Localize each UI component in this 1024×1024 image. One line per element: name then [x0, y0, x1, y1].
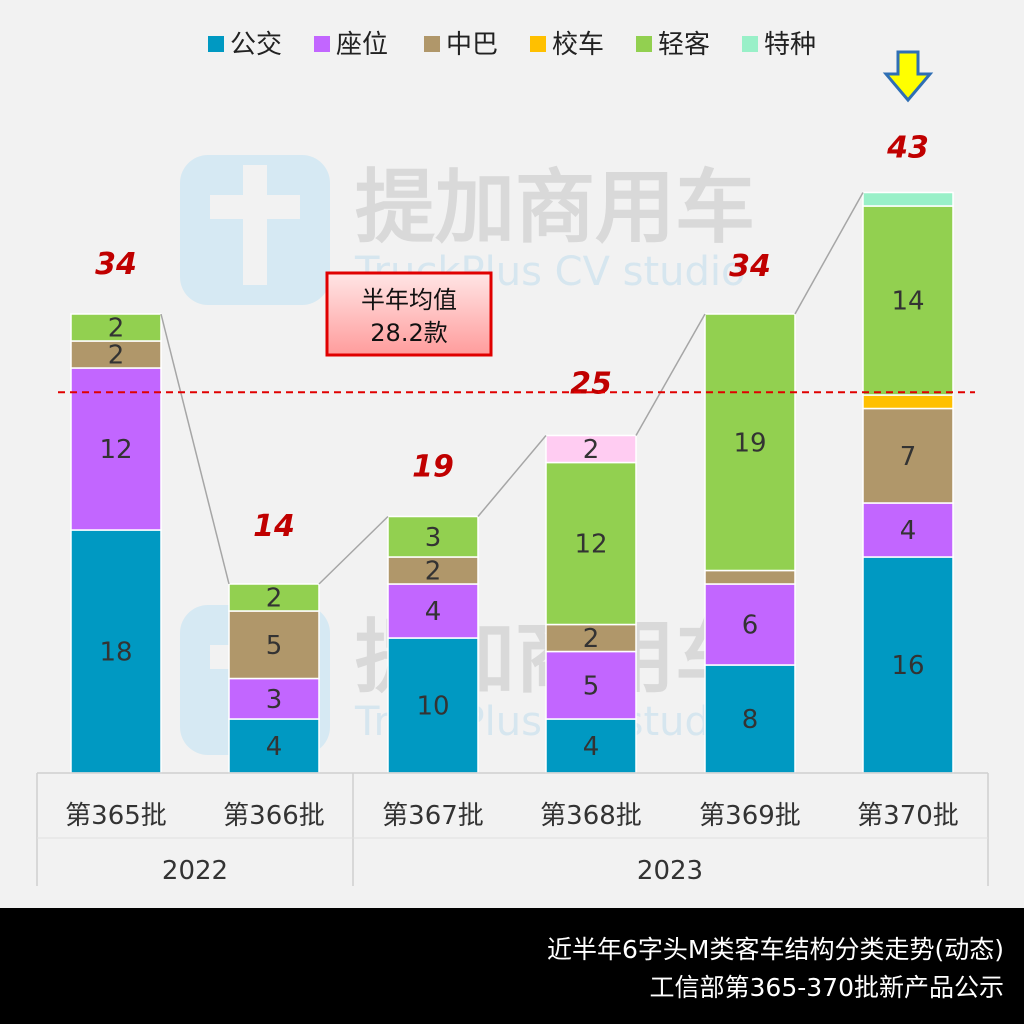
- segment-label: 3: [266, 685, 283, 715]
- bar-segment: [545, 434, 637, 464]
- bar-segment: [70, 529, 162, 774]
- bar-segment: [704, 313, 796, 572]
- x-group-label: 2023: [637, 856, 703, 886]
- legend-label: 特种: [764, 30, 816, 60]
- x-tick-label: 第365批: [65, 801, 167, 831]
- segment-label: 2: [266, 584, 283, 614]
- x-tick-label: 第369批: [699, 801, 801, 831]
- legend-swatch: [636, 36, 652, 52]
- legend-swatch: [424, 36, 440, 52]
- legend-swatch: [208, 36, 224, 52]
- segment-label: 19: [733, 428, 766, 458]
- watermark-logo-icon: [243, 165, 267, 285]
- segment-label: 7: [900, 442, 917, 472]
- bar-segment: [545, 650, 637, 720]
- segment-label: 12: [574, 530, 607, 560]
- segment-label: 14: [891, 287, 924, 317]
- trend-connector: [794, 192, 864, 315]
- legend-label: 中巴: [446, 30, 498, 60]
- legend-label: 座位: [336, 30, 388, 60]
- total-label: 34: [95, 247, 137, 282]
- bar-segment: [228, 718, 320, 774]
- x-tick-label: 第366批: [223, 801, 325, 831]
- legend-swatch: [530, 36, 546, 52]
- segment-label: 18: [99, 638, 132, 668]
- total-label: 19: [412, 450, 454, 485]
- bar-segment: [704, 569, 796, 585]
- total-label: 25: [570, 367, 612, 402]
- segment-label: 4: [266, 732, 283, 762]
- bar-segment: [704, 664, 796, 774]
- bar-segment: [545, 461, 637, 626]
- bar-segment: [862, 191, 954, 207]
- bar-segment: [387, 515, 479, 558]
- footer-subtitle: 工信部第365-370批新产品公示: [649, 973, 1004, 1002]
- segment-label: 2: [108, 341, 125, 371]
- total-label: 14: [253, 509, 295, 544]
- x-tick-label: 第367批: [382, 801, 484, 831]
- segment-label: 2: [583, 624, 600, 654]
- bar-segment: [862, 556, 954, 774]
- x-group-label: 2022: [162, 856, 228, 886]
- segment-label: 2: [583, 435, 600, 465]
- bar-segment: [545, 718, 637, 774]
- legend-swatch: [314, 36, 330, 52]
- segment-label: 16: [891, 651, 924, 681]
- trend-connector: [635, 313, 706, 436]
- total-label: 43: [886, 131, 929, 166]
- legend-swatch: [742, 36, 758, 52]
- x-tick-label: 第368批: [540, 801, 642, 831]
- average-callout: [325, 271, 493, 357]
- bar-segment: [70, 367, 162, 531]
- legend-label: 轻客: [658, 30, 710, 60]
- segment-label: 6: [742, 611, 759, 641]
- footer-title: 近半年6字头M类客车结构分类走势(动态): [547, 935, 1004, 964]
- legend-label: 校车: [552, 30, 604, 60]
- bar-segment: [862, 205, 954, 396]
- trend-connector: [318, 515, 389, 585]
- trend-connector: [160, 313, 230, 585]
- segment-label: 8: [742, 705, 759, 735]
- footer-banner: 近半年6字头M类客车结构分类走势(动态) 工信部第365-370批新产品公示: [0, 908, 1024, 1024]
- bar-segment: [387, 556, 479, 585]
- bar-segment: [228, 610, 320, 680]
- segment-label: 2: [108, 314, 125, 344]
- highlight-arrow-icon: [882, 50, 934, 103]
- segment-label: 12: [99, 435, 132, 465]
- bar-segment: [862, 407, 954, 504]
- bar-segment: [228, 583, 320, 612]
- bar-segment: [545, 623, 637, 653]
- average-callout-title: 半年均值: [361, 286, 457, 314]
- average-callout-value: 28.2款: [370, 319, 447, 347]
- x-tick-label: 第370批: [857, 801, 959, 831]
- bar-segment: [862, 502, 954, 558]
- segment-label: 2: [425, 557, 442, 587]
- segment-label: 4: [900, 516, 917, 546]
- segment-label: 4: [425, 597, 442, 627]
- watermark-cn: 提加商用车: [355, 161, 755, 254]
- segment-label: 3: [425, 523, 442, 553]
- trend-connector: [477, 435, 547, 517]
- bar-segment: [70, 313, 162, 342]
- segment-label: 4: [583, 732, 600, 762]
- total-label: 34: [729, 249, 771, 284]
- segment-label: 5: [266, 631, 283, 661]
- legend-label: 公交: [230, 30, 282, 60]
- bar-segment: [70, 340, 162, 369]
- segment-label: 10: [416, 692, 449, 722]
- segment-label: 5: [583, 671, 600, 701]
- bar-segment: [862, 394, 954, 410]
